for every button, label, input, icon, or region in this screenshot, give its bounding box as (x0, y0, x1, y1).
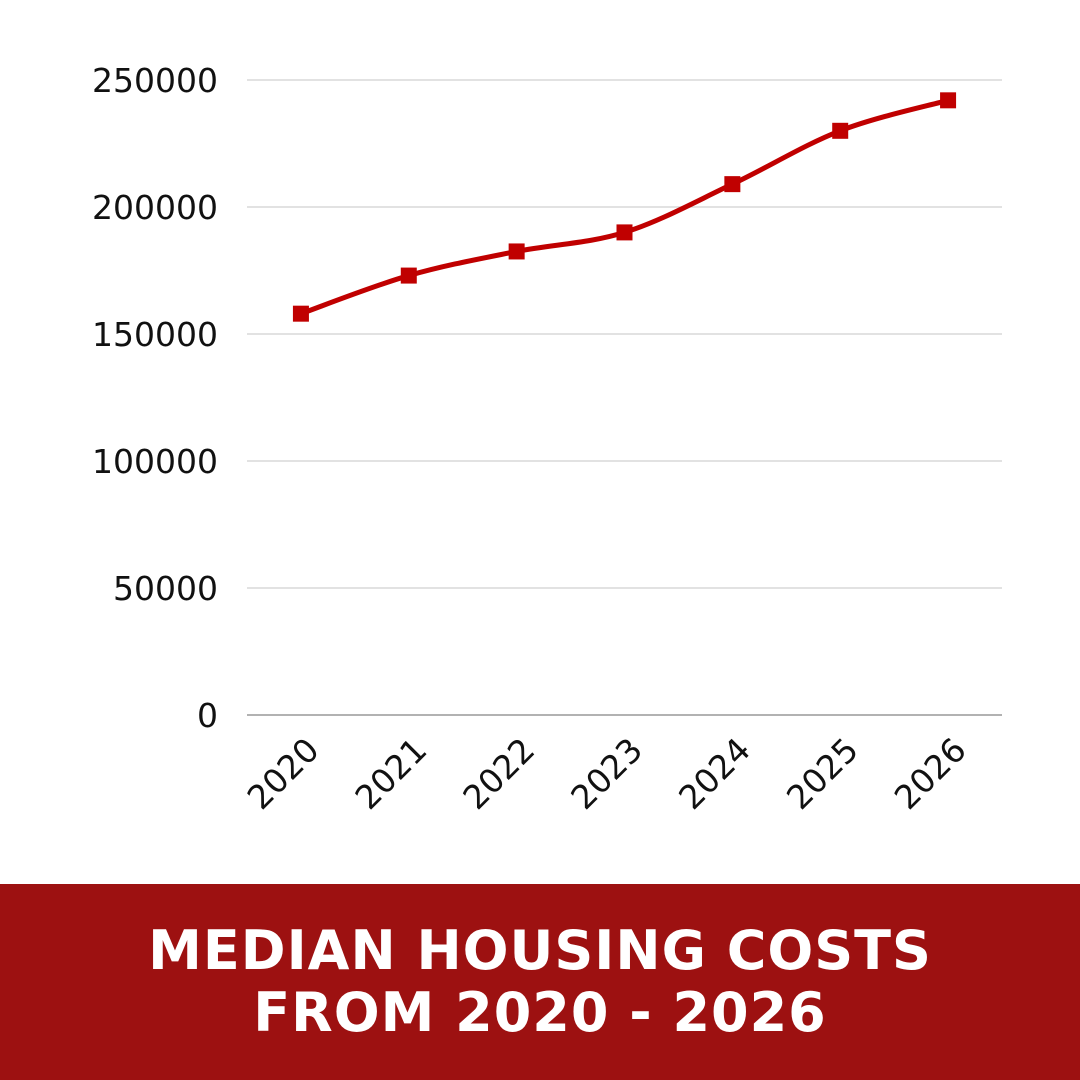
y-tick-label: 200000 (92, 188, 218, 227)
data-point-2023 (616, 224, 633, 241)
x-tick-label: 2026 (887, 730, 974, 817)
data-point-2026 (940, 92, 957, 109)
data-point-2022 (508, 243, 525, 260)
x-tick-label: 2023 (563, 730, 650, 817)
x-tick-label: 2020 (240, 730, 327, 817)
y-tick-label: 250000 (92, 61, 218, 100)
x-tick-label: 2024 (671, 730, 758, 817)
y-axis-tick-labels: 0 50000 100000 150000 200000 250000 (92, 61, 218, 735)
gridlines (247, 79, 1002, 716)
chart-title-line-1: MEDIAN HOUSING COSTS (148, 919, 932, 982)
y-tick-label: 50000 (113, 569, 218, 608)
data-markers (292, 92, 957, 322)
x-tick-label: 2021 (347, 730, 434, 817)
data-point-2024 (724, 176, 741, 193)
data-point-2020 (292, 305, 309, 322)
chart-title-line-2: FROM 2020 - 2026 (253, 981, 827, 1044)
y-tick-label: 0 (197, 696, 218, 735)
x-tick-label: 2022 (455, 730, 542, 817)
x-tick-label: 2025 (779, 730, 866, 817)
x-axis-tick-labels: 2020 2021 2022 2023 2024 2025 2026 (240, 730, 974, 817)
y-tick-label: 150000 (92, 315, 218, 354)
data-point-2025 (832, 122, 849, 139)
title-banner: MEDIAN HOUSING COSTS FROM 2020 - 2026 (0, 884, 1080, 1080)
data-point-2021 (400, 267, 417, 284)
y-tick-label: 100000 (92, 442, 218, 481)
